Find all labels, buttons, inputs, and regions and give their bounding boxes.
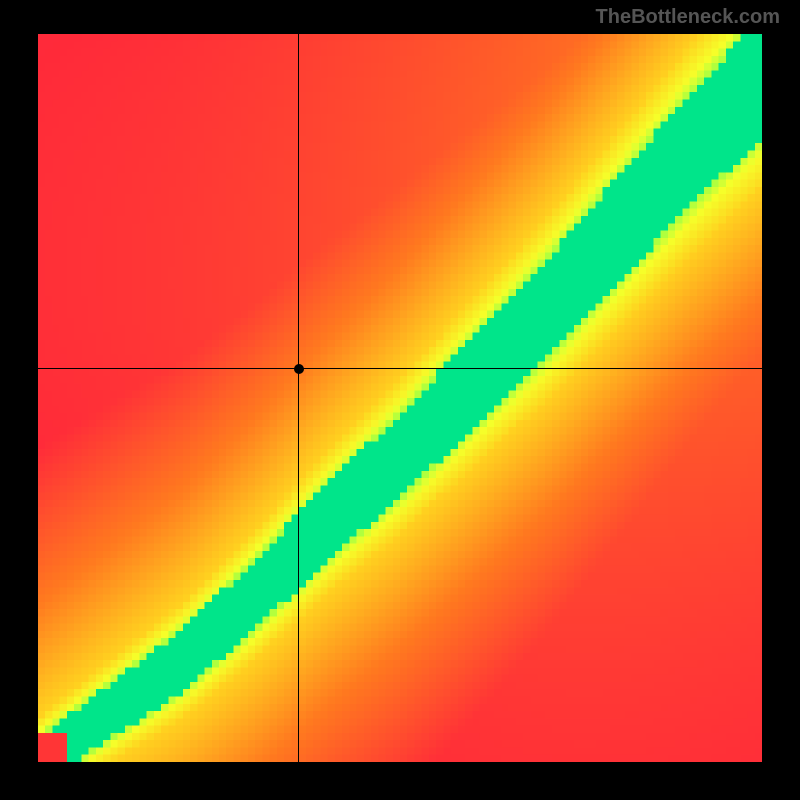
crosshair-vertical (298, 34, 299, 762)
heatmap-canvas (38, 34, 762, 762)
heatmap-plot-area (38, 34, 762, 762)
watermark-text: TheBottleneck.com (596, 6, 780, 29)
selection-marker (294, 364, 304, 374)
crosshair-horizontal (38, 368, 762, 369)
